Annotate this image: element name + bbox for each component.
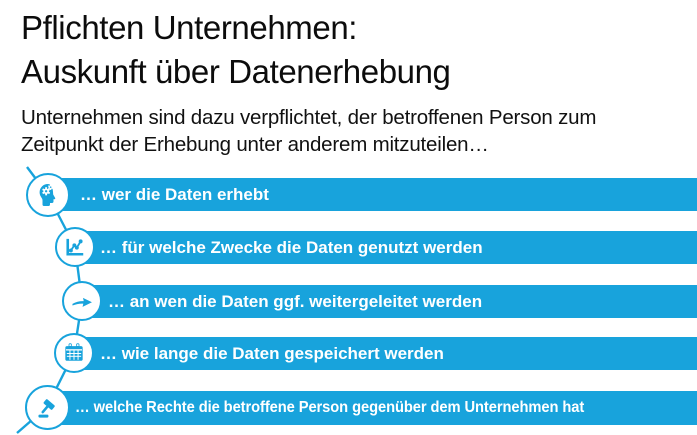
item-bar: … an wen die Daten ggf. weitergeleitet w… (82, 285, 697, 318)
head-gears-icon (39, 184, 56, 206)
item-label: … welche Rechte die betroffene Person ge… (75, 399, 585, 416)
item-bar: … wer die Daten erhebt (48, 178, 697, 211)
item-label: … an wen die Daten ggf. weitergeleitet w… (108, 291, 483, 311)
item-badge (54, 333, 94, 373)
item-label: … wie lange die Daten gespeichert werden (100, 343, 444, 363)
item-badge (25, 385, 70, 430)
item-bar: … welche Rechte die betroffene Person ge… (47, 391, 697, 425)
gavel-icon (37, 398, 55, 418)
item-bar: … für welche Zwecke die Daten genutzt we… (75, 231, 697, 264)
item-label: … wer die Daten erhebt (80, 184, 269, 204)
item-badge (55, 227, 95, 267)
item-badge (62, 281, 102, 321)
slide-title: Pflichten Unternehmen: Auskunft über Dat… (21, 9, 451, 90)
line-chart-icon (66, 238, 84, 256)
item-bar: … wie lange die Daten gespeichert werden (74, 337, 697, 370)
arrow-right-icon (72, 297, 92, 307)
item-label: … für welche Zwecke die Daten genutzt we… (100, 237, 483, 257)
item-badge (26, 173, 70, 217)
slide-subtitle: Unternehmen sind dazu verpflichtet, der … (21, 106, 597, 156)
calendar-icon (65, 343, 83, 361)
